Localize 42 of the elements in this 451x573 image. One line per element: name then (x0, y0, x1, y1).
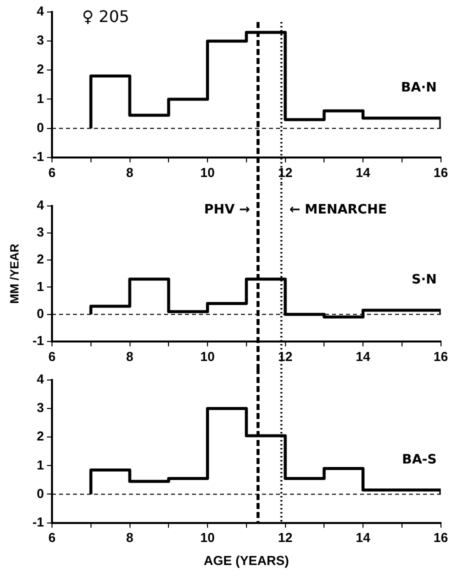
y-tick-label: 3 (36, 224, 44, 240)
ref-line-label: PHV → (204, 202, 250, 218)
y-axis-title: MM /YEAR (8, 243, 22, 304)
y-tick-label: 0 (36, 486, 44, 501)
series-label: BA-S (402, 452, 437, 468)
y-tick-label: 3 (36, 32, 44, 48)
y-tick-label: -1 (32, 514, 44, 530)
y-tick-label: -1 (32, 332, 44, 348)
y-tick-label: 0 (36, 120, 44, 135)
x-tick-label: 10 (200, 348, 215, 364)
x-tick-label: 16 (434, 348, 448, 364)
x-tick-label: 14 (356, 348, 372, 364)
annotation: ♀ 205 (82, 7, 130, 26)
x-tick-label: 8 (126, 348, 134, 364)
y-tick-label: 4 (36, 4, 45, 19)
x-tick-label: 16 (434, 164, 448, 180)
y-tick-label: 2 (36, 252, 44, 267)
x-tick-label: 10 (200, 164, 215, 180)
y-tick-label: 1 (36, 278, 44, 294)
ref-line-label: ← MENARCHE (289, 202, 387, 218)
x-tick-label: 16 (434, 530, 448, 546)
y-tick-label: 2 (36, 428, 44, 444)
y-tick-label: 1 (36, 457, 44, 472)
y-tick-label: -1 (32, 148, 44, 164)
x-tick-label: 8 (126, 530, 134, 546)
y-tick-label: 1 (36, 90, 44, 106)
y-tick-label: 2 (36, 62, 44, 77)
y-tick-label: 4 (36, 372, 45, 387)
y-tick-label: 3 (36, 400, 44, 416)
series-label: S·N (412, 272, 437, 288)
x-tick-label: 12 (278, 530, 292, 546)
x-tick-label: 8 (126, 164, 134, 180)
x-tick-label: 10 (200, 530, 215, 546)
x-tick-label: 6 (48, 348, 56, 364)
x-tick-label: 6 (48, 530, 56, 546)
x-tick-label: 14 (356, 530, 372, 546)
x-tick-label: 6 (48, 164, 56, 180)
y-tick-label: 0 (36, 306, 44, 321)
y-tick-label: 4 (36, 198, 45, 213)
x-axis-title: AGE (YEARS) (204, 552, 289, 568)
x-tick-label: 14 (356, 164, 372, 180)
series-label: BA·N (400, 80, 437, 96)
